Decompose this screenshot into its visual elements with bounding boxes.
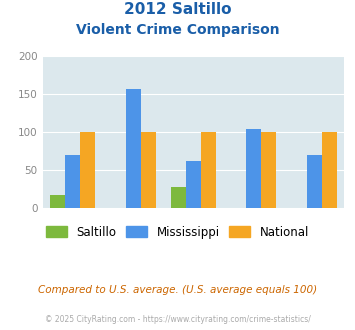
Bar <box>171 187 186 208</box>
Bar <box>322 132 337 208</box>
Bar <box>126 89 141 208</box>
Bar <box>261 132 277 208</box>
Text: © 2025 CityRating.com - https://www.cityrating.com/crime-statistics/: © 2025 CityRating.com - https://www.city… <box>45 315 310 324</box>
Bar <box>246 129 261 208</box>
Legend: Saltillo, Mississippi, National: Saltillo, Mississippi, National <box>41 221 314 243</box>
Bar <box>65 155 80 208</box>
Bar <box>201 132 216 208</box>
Bar <box>50 195 65 208</box>
Text: 2012 Saltillo: 2012 Saltillo <box>124 2 231 16</box>
Bar <box>141 132 156 208</box>
Text: Violent Crime Comparison: Violent Crime Comparison <box>76 23 279 37</box>
Bar <box>186 161 201 208</box>
Text: Compared to U.S. average. (U.S. average equals 100): Compared to U.S. average. (U.S. average … <box>38 285 317 295</box>
Bar <box>307 155 322 208</box>
Bar <box>80 132 95 208</box>
